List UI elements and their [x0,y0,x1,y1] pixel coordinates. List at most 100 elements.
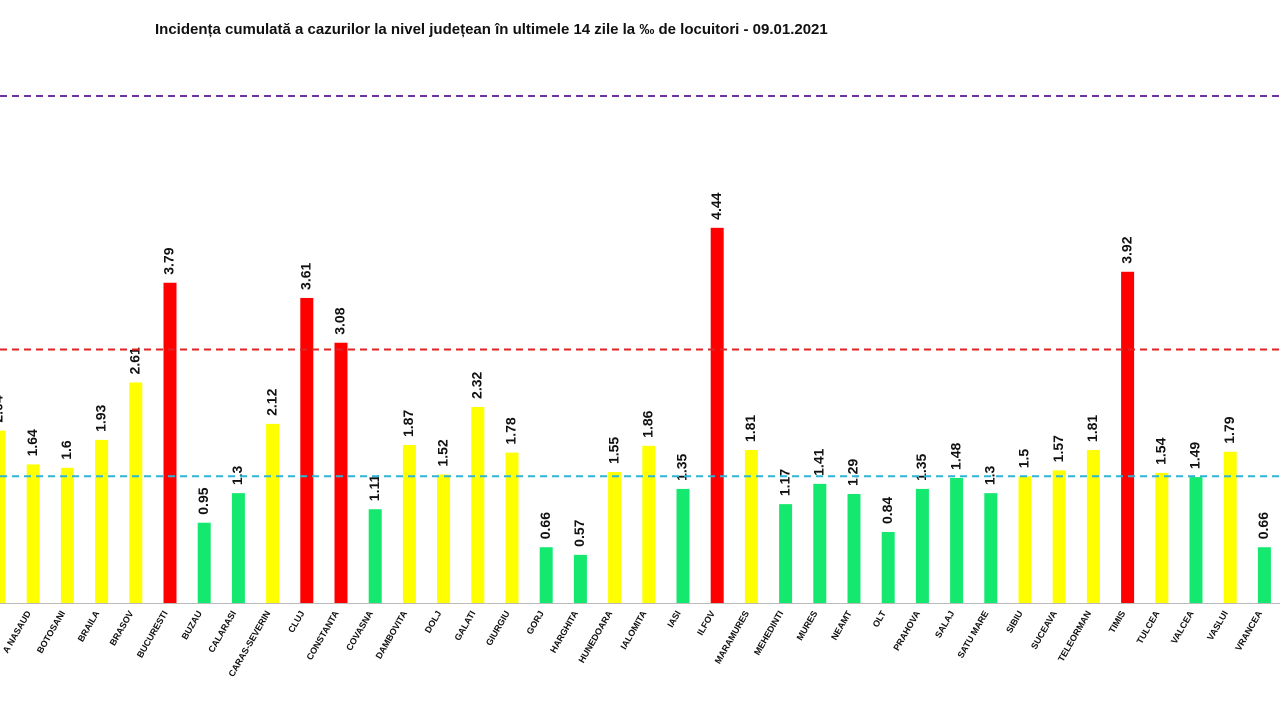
value-label: 1.48 [947,442,963,469]
x-tick-label: NEAMT [829,609,854,642]
x-tick-label: A NASAUD [1,609,33,655]
bar [847,493,861,603]
value-label: 4.44 [708,192,724,219]
x-tick-label: IASI [665,609,682,629]
x-tick-label: GORJ [525,609,546,636]
x-tick-label: IALOMITA [618,609,648,652]
value-label: 1.35 [674,453,690,480]
bar [1121,271,1135,603]
bar [744,450,758,603]
bar [642,445,656,603]
bar [950,477,964,603]
value-label: 1.54 [1153,437,1169,464]
bar [1189,477,1203,603]
x-tick-label: BOTOSANI [35,609,67,655]
bar [197,522,211,603]
x-tick-label: SIBIU [1004,609,1025,635]
bar [881,532,895,603]
value-label: 1.49 [1187,442,1203,469]
bar [300,297,314,603]
x-tick-label: VASLUI [1205,609,1230,642]
value-label: 0.84 [879,497,895,524]
x-tick-label: HUNEDOARA [576,609,614,665]
bar [710,227,724,603]
bar [0,430,6,603]
x-tick-label: SATU MARE [955,609,990,660]
value-label: 3.08 [332,307,348,334]
x-tick-label: BUCURESTI [135,609,170,659]
value-label: 1.41 [811,448,827,475]
x-tick-label: TULCEA [1135,609,1162,646]
bar [437,474,451,603]
value-label: 2.32 [469,371,485,398]
value-label: 1.78 [503,417,519,444]
x-tick-label: CONSTANTA [304,609,340,662]
value-label: 1.64 [24,429,40,456]
x-tick-label: SALAJ [933,609,956,640]
bar [539,547,553,603]
x-tick-label: MARAMURES [713,609,751,666]
x-tick-label: BRASOV [108,609,136,647]
bar [779,504,793,603]
x-tick-label: CALARASI [206,609,238,654]
bar [129,382,143,603]
value-label: 1.81 [742,415,758,442]
x-tick-label: COVASNA [344,609,375,653]
value-label: 1.5 [1016,449,1032,469]
bar [402,444,416,603]
x-tick-label: SUCEAVA [1029,609,1059,651]
chart-title: Incidența cumulată a cazurilor la nivel … [155,21,828,38]
bar [471,406,485,603]
value-label: 1.11 [366,475,382,502]
bar [163,282,177,603]
x-tick-label: MEHEDINTI [752,609,785,657]
x-tick-label: VALCEA [1169,609,1196,646]
x-tick-label: VRANCEA [1233,609,1264,653]
value-label: 2.04 [0,395,6,422]
bar [1257,547,1271,603]
bar [368,509,382,603]
x-tick-label: DAMBOVITA [374,609,410,661]
bar [231,493,245,603]
x-tick-label: PRAHOVA [891,609,922,653]
bar [60,467,74,603]
bar [266,423,280,603]
value-label: 1.55 [605,437,621,464]
value-label: 1.86 [640,410,656,437]
bar [95,439,109,603]
x-tick-label: GIURGIU [484,609,512,647]
bar [26,464,40,603]
value-label: 0.57 [571,519,587,546]
bar [505,452,519,603]
value-label: 3.92 [1118,236,1134,263]
x-tick-label: OLT [871,609,889,629]
bar [1086,450,1100,603]
bar [813,483,827,603]
value-label: 0.95 [195,487,211,514]
value-label: 1.6 [58,440,74,460]
bar [1155,472,1169,603]
x-tick-label: TELEORMAN [1056,609,1093,663]
value-label: 3.61 [298,262,314,289]
value-label: 1.93 [92,404,108,431]
value-label: 3.79 [161,247,177,274]
x-tick-label: DOLJ [423,609,444,635]
bar [1052,470,1066,603]
x-tick-label: ILFOV [695,609,717,637]
value-label: 0.66 [1255,512,1271,539]
value-label: 2.12 [263,388,279,415]
value-label: 1.81 [1084,415,1100,442]
bar [573,554,587,603]
value-label: 1.52 [434,439,450,466]
bar [608,472,622,603]
bar [984,493,998,603]
value-label: 1.29 [845,459,861,486]
x-tick-label: CLUJ [286,609,306,634]
value-label: 1.17 [776,469,792,496]
x-tick-label: TIMIS [1107,609,1128,635]
bar [915,488,929,603]
value-label: 1.87 [400,410,416,437]
value-label: 1.57 [1050,435,1066,462]
value-label: 0.66 [537,512,553,539]
